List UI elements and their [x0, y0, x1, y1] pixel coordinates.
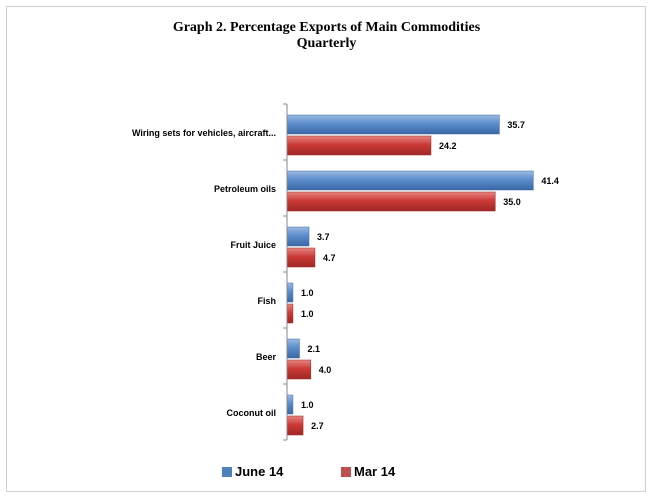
data-label-mar-14-petroleum-oils: 35.0 — [503, 197, 521, 207]
data-label-mar-14-coconut-oil: 2.7 — [311, 421, 324, 431]
bar-june-14-beer — [286, 338, 300, 359]
bar-june-14-wiring-sets-for-vehicles-aircraft — [286, 114, 500, 135]
category-label-coconut-oil: Coconut oil — [227, 408, 277, 418]
category-label-beer: Beer — [256, 352, 277, 362]
bar-june-14-coconut-oil — [286, 394, 294, 415]
category-label-fruit-juice: Fruit Juice — [230, 240, 276, 250]
bar-june-14-fish — [286, 282, 294, 303]
legend-label-mar-14: Mar 14 — [354, 464, 396, 479]
chart-title: Graph 2. Percentage Exports of Main Comm… — [172, 20, 481, 35]
legend-swatch-june-14 — [222, 466, 232, 477]
data-label-june-14-fruit-juice: 3.7 — [317, 232, 330, 242]
bar-mar-14-fruit-juice — [286, 247, 316, 268]
chart-frame — [6, 6, 646, 492]
data-label-june-14-coconut-oil: 1.0 — [301, 400, 314, 410]
bar-mar-14-coconut-oil — [286, 415, 304, 436]
data-label-june-14-petroleum-oils: 41.4 — [541, 176, 559, 186]
legend-item-june-14: June 14 — [222, 464, 283, 479]
chart-subtitle: Quarterly — [296, 36, 357, 51]
bar-mar-14-wiring-sets-for-vehicles-aircraft — [286, 135, 432, 156]
legend-item-mar-14: Mar 14 — [341, 464, 395, 479]
bar-june-14-fruit-juice — [286, 226, 310, 247]
bar-mar-14-fish — [286, 303, 294, 324]
data-label-mar-14-fruit-juice: 4.7 — [323, 253, 336, 263]
category-label-wiring-sets-for-vehicles-aircraft: Wiring sets for vehicles, aircraft... — [132, 128, 276, 138]
data-label-june-14-beer: 2.1 — [307, 344, 320, 354]
legend-label-june-14: June 14 — [235, 464, 284, 479]
category-label-fish: Fish — [257, 296, 276, 306]
data-label-mar-14-fish: 1.0 — [301, 309, 314, 319]
data-label-june-14-wiring-sets-for-vehicles-aircraft: 35.7 — [507, 120, 525, 130]
bar-mar-14-beer — [286, 359, 312, 380]
data-label-june-14-fish: 1.0 — [301, 288, 314, 298]
bar-june-14-petroleum-oils — [286, 170, 534, 191]
data-label-mar-14-beer: 4.0 — [319, 365, 332, 375]
data-label-mar-14-wiring-sets-for-vehicles-aircraft: 24.2 — [439, 141, 457, 151]
bar-mar-14-petroleum-oils — [286, 191, 496, 212]
legend-swatch-mar-14 — [341, 466, 351, 477]
category-label-petroleum-oils: Petroleum oils — [214, 184, 276, 194]
